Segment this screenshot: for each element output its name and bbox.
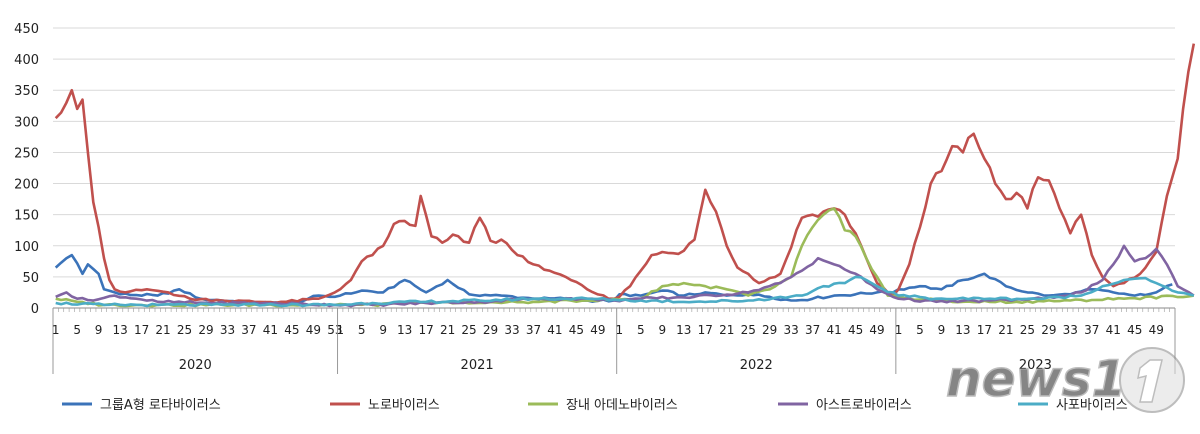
legend-label: 장내 아데노바이러스 bbox=[566, 398, 678, 413]
x-tick-label: 41 bbox=[547, 323, 562, 337]
news1-watermark: news1 bbox=[945, 347, 1185, 413]
x-tick-label: 49 bbox=[590, 323, 605, 337]
x-tick-label: 29 bbox=[1041, 323, 1056, 337]
x-tick-label: 9 bbox=[658, 323, 666, 337]
x-tick-label: 1 bbox=[52, 323, 60, 337]
series-line bbox=[55, 275, 1195, 308]
legend-label: 그룹A형 로타바이러스 bbox=[100, 398, 221, 413]
x-tick-label: 17 bbox=[977, 323, 992, 337]
x-tick-label: 25 bbox=[741, 323, 756, 337]
x-tick-label: 37 bbox=[1084, 323, 1099, 337]
x-tick-label: 29 bbox=[198, 323, 213, 337]
x-tick-label: 49 bbox=[306, 323, 321, 337]
x-tick-label: 37 bbox=[241, 323, 256, 337]
year-label: 2021 bbox=[461, 358, 494, 373]
x-tick-label: 13 bbox=[112, 323, 127, 337]
x-tick-label: 45 bbox=[284, 323, 299, 337]
x-tick-label: 29 bbox=[762, 323, 777, 337]
x-tick-label: 41 bbox=[263, 323, 278, 337]
x-tick-label: 33 bbox=[504, 323, 519, 337]
year-label: 2022 bbox=[740, 358, 773, 373]
x-tick-label: 5 bbox=[358, 323, 366, 337]
x-tick-label: 49 bbox=[1149, 323, 1164, 337]
x-tick-label: 25 bbox=[1020, 323, 1035, 337]
x-tick-label: 45 bbox=[569, 323, 584, 337]
year-label: 2020 bbox=[179, 358, 212, 373]
y-tick-label: 300 bbox=[14, 115, 39, 130]
x-tick-label: 21 bbox=[440, 323, 455, 337]
x-tick-label: 41 bbox=[1106, 323, 1121, 337]
x-tick-label: 13 bbox=[955, 323, 970, 337]
x-tick-label: 9 bbox=[95, 323, 103, 337]
y-tick-label: 0 bbox=[31, 302, 39, 317]
legend-label: 아스트로바이러스 bbox=[816, 398, 912, 413]
svg-text:news1: news1 bbox=[946, 350, 1126, 408]
x-tick-label: 21 bbox=[155, 323, 170, 337]
y-tick-label: 400 bbox=[14, 53, 39, 68]
x-tick-label: 9 bbox=[938, 323, 946, 337]
y-tick-label: 350 bbox=[14, 84, 39, 99]
series-line bbox=[54, 43, 1196, 305]
legend-label: 사포바이러스 bbox=[1056, 398, 1128, 413]
x-tick-label: 17 bbox=[134, 323, 149, 337]
series-line bbox=[54, 253, 1173, 305]
y-tick-label: 100 bbox=[14, 240, 39, 255]
x-tick-label: 37 bbox=[805, 323, 820, 337]
x-tick-label: 21 bbox=[998, 323, 1013, 337]
x-tick-label: 29 bbox=[483, 323, 498, 337]
x-tick-label: 17 bbox=[418, 323, 433, 337]
x-tick-label: 25 bbox=[177, 323, 192, 337]
x-tick-label: 5 bbox=[637, 323, 645, 337]
x-tick-label: 33 bbox=[220, 323, 235, 337]
x-tick-label: 1 bbox=[895, 323, 903, 337]
y-tick-label: 50 bbox=[22, 271, 39, 286]
x-tick-label: 53 bbox=[327, 323, 342, 337]
y-tick-label: 150 bbox=[14, 209, 39, 224]
x-tick-label: 37 bbox=[526, 323, 541, 337]
y-tick-label: 200 bbox=[14, 178, 39, 193]
x-tick-label: 5 bbox=[916, 323, 924, 337]
x-tick-label: 41 bbox=[826, 323, 841, 337]
x-tick-label: 49 bbox=[869, 323, 884, 337]
x-tick-label: 25 bbox=[461, 323, 476, 337]
y-tick-label: 450 bbox=[14, 22, 39, 37]
x-tick-label: 13 bbox=[397, 323, 412, 337]
x-tick-label: 5 bbox=[73, 323, 81, 337]
x-tick-label: 33 bbox=[1063, 323, 1078, 337]
x-tick-label: 21 bbox=[719, 323, 734, 337]
x-tick-label: 17 bbox=[698, 323, 713, 337]
x-tick-label: 9 bbox=[379, 323, 387, 337]
x-tick-label: 45 bbox=[848, 323, 863, 337]
series-line bbox=[55, 244, 1195, 308]
x-tick-label: 1 bbox=[616, 323, 624, 337]
x-tick-label: 45 bbox=[1127, 323, 1142, 337]
year-label: 2023 bbox=[1019, 358, 1052, 373]
x-tick-label: 13 bbox=[676, 323, 691, 337]
x-tick-label: 1 bbox=[336, 323, 344, 337]
y-tick-label: 250 bbox=[14, 146, 39, 161]
legend-label: 노로바이러스 bbox=[368, 398, 440, 413]
x-tick-label: 33 bbox=[784, 323, 799, 337]
